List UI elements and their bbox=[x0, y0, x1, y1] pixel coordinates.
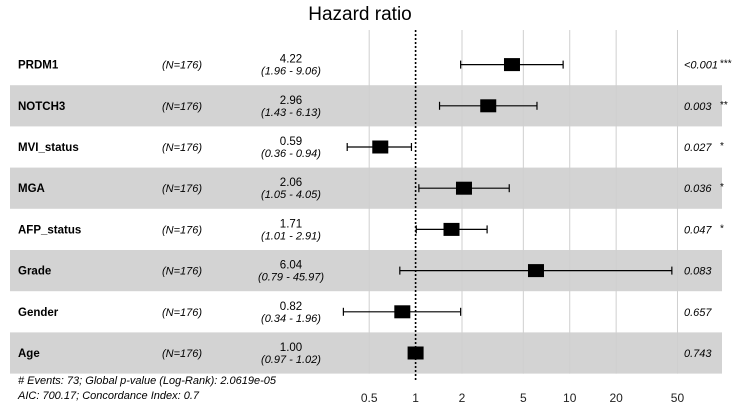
p-value-label: 0.036 bbox=[684, 183, 712, 195]
p-value-label: <0.001 bbox=[684, 60, 718, 72]
n-label: (N=176) bbox=[162, 101, 202, 113]
p-value-label: 0.657 bbox=[684, 307, 712, 319]
significance-stars: * bbox=[720, 223, 724, 234]
p-value-label: 0.003 bbox=[684, 101, 712, 113]
ci-label: (0.97 - 1.02) bbox=[261, 354, 321, 366]
ci-label: (1.43 - 6.13) bbox=[261, 107, 321, 119]
significance-stars: ** bbox=[720, 100, 728, 111]
hr-point bbox=[394, 305, 411, 319]
row-bands bbox=[10, 85, 722, 374]
variable-label: MVI_status bbox=[18, 142, 79, 154]
row-band bbox=[10, 167, 722, 209]
footnote-aic: AIC: 700.17; Concordance Index: 0.7 bbox=[17, 390, 200, 402]
hr-label: 6.04 bbox=[280, 260, 303, 272]
ci-label: (1.01 - 2.91) bbox=[261, 230, 321, 242]
hr-point bbox=[407, 346, 424, 360]
p-value-label: 0.743 bbox=[684, 348, 712, 360]
ci-label: (1.96 - 9.06) bbox=[261, 66, 321, 78]
x-tick-labels: 0.5 1 2 5 10 20 50 bbox=[361, 391, 685, 405]
n-label: (N=176) bbox=[162, 224, 202, 236]
row-band bbox=[10, 332, 722, 374]
hr-point bbox=[455, 181, 472, 195]
hr-label: 2.06 bbox=[280, 177, 302, 189]
variable-label: Gender bbox=[18, 307, 59, 319]
hr-point bbox=[372, 140, 389, 154]
chart-title: Hazard ratio bbox=[308, 4, 412, 25]
x-tick-label: 2 bbox=[459, 391, 466, 405]
p-value-label: 0.047 bbox=[684, 224, 712, 236]
x-tick-label: 5 bbox=[520, 391, 527, 405]
x-tick-label: 10 bbox=[563, 391, 577, 405]
significance-stars: * bbox=[720, 182, 724, 193]
significance-stars: * bbox=[720, 141, 724, 152]
x-tick-label: 0.5 bbox=[361, 391, 378, 405]
hr-label: 1.00 bbox=[280, 342, 302, 354]
significance-stars: *** bbox=[720, 59, 732, 70]
n-label: (N=176) bbox=[162, 183, 202, 195]
variable-label: AFP_status bbox=[18, 224, 81, 236]
ci-label: (1.05 - 4.05) bbox=[261, 189, 321, 201]
hr-label: 0.59 bbox=[280, 136, 302, 148]
variable-label: PRDM1 bbox=[18, 60, 59, 72]
x-tick-label: 50 bbox=[671, 391, 685, 405]
p-value-label: 0.027 bbox=[684, 142, 712, 154]
n-label: (N=176) bbox=[162, 348, 202, 360]
variable-label: MGA bbox=[18, 183, 45, 195]
hr-point bbox=[480, 99, 497, 113]
hr-point bbox=[443, 222, 460, 236]
hr-label: 0.82 bbox=[280, 301, 302, 313]
hr-point bbox=[503, 58, 520, 72]
ci-label: (0.79 - 45.97) bbox=[258, 272, 324, 284]
hr-point bbox=[527, 264, 544, 278]
footnote-events: # Events: 73; Global p-value (Log-Rank):… bbox=[18, 375, 277, 387]
n-label: (N=176) bbox=[162, 60, 202, 72]
row-band bbox=[10, 85, 722, 127]
variable-label: Age bbox=[18, 348, 40, 360]
row-labels: PRDM1 (N=176) 4.22(1.96 - 9.06) <0.001 ***NO… bbox=[18, 54, 732, 366]
ci-label: (0.36 - 0.94) bbox=[261, 148, 321, 160]
hr-label: 2.96 bbox=[280, 95, 302, 107]
hr-label: 1.71 bbox=[280, 218, 302, 230]
variable-label: Grade bbox=[18, 266, 51, 278]
n-label: (N=176) bbox=[162, 307, 202, 319]
hr-label: 4.22 bbox=[280, 54, 302, 66]
ci-label: (0.34 - 1.96) bbox=[261, 313, 321, 325]
gridlines bbox=[368, 30, 678, 374]
x-tick-label: 1 bbox=[412, 391, 419, 405]
variable-label: NOTCH3 bbox=[18, 101, 65, 113]
p-value-label: 0.083 bbox=[684, 266, 712, 278]
ci-marks bbox=[342, 58, 673, 360]
n-label: (N=176) bbox=[162, 266, 202, 278]
x-tick-label: 20 bbox=[609, 391, 623, 405]
n-label: (N=176) bbox=[162, 142, 202, 154]
